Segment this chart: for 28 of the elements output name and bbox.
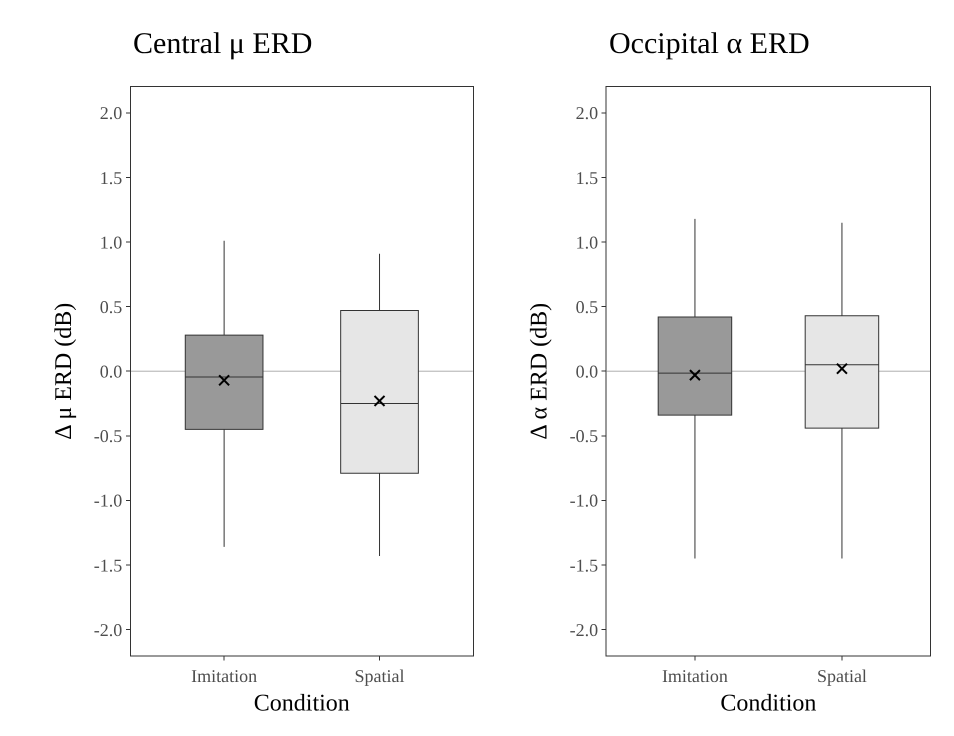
x-axis-title: Condition [254,690,350,716]
x-axis-title: Condition [720,690,816,716]
x-tick-label: Imitation [662,666,728,686]
y-tick-label: 2.0 [100,103,122,124]
y-tick-label: -2.0 [570,620,598,640]
x-tick-label: Spatial [354,666,405,686]
y-tick-label: 1.5 [576,168,598,188]
chart-title: Occipital α ERD [609,27,810,60]
y-tick-label: 2.0 [576,103,598,124]
y-tick-label: -1.5 [94,555,122,576]
y-tick-label: -1.0 [570,490,598,511]
y-tick-label: -2.0 [94,620,122,640]
chart-title: Central μ ERD [133,27,312,60]
y-tick-label: 1.0 [100,232,122,252]
y-axis-title: Δ μ ERD (dB) [50,302,77,440]
y-axis-title: Δ α ERD (dB) [526,302,553,440]
y-tick-label: -1.0 [94,490,122,511]
x-tick-label: Spatial [816,666,867,686]
y-tick-label: 0.5 [576,296,598,317]
y-tick-label: 0.0 [100,362,122,382]
y-tick-label: 0.5 [100,296,122,317]
y-tick-label: 1.5 [100,168,122,188]
y-tick-label: 0.0 [576,362,598,382]
x-tick-label: Imitation [191,666,258,686]
y-tick-label: -0.5 [94,426,122,446]
y-tick-label: 1.0 [576,232,598,252]
y-tick-label: -1.5 [570,555,598,576]
y-tick-label: -0.5 [570,426,598,446]
